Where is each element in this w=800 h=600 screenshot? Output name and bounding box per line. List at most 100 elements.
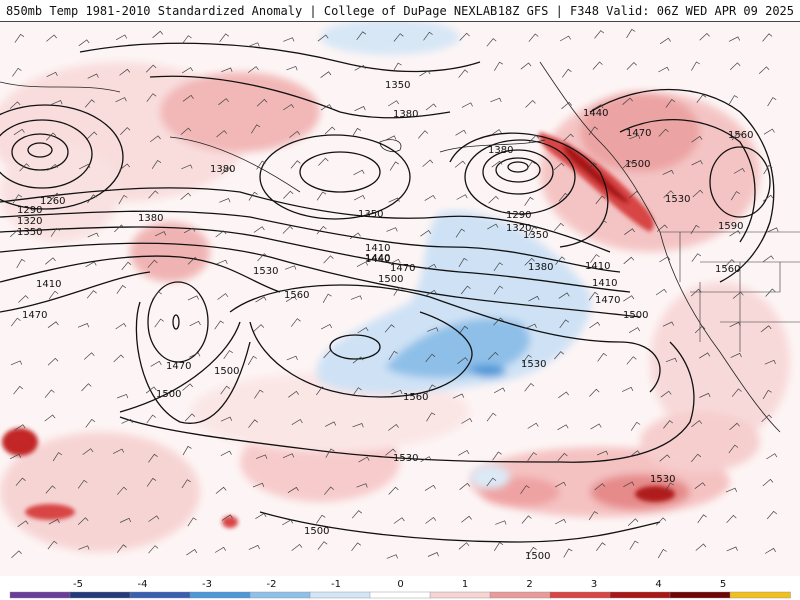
wind-barb bbox=[426, 412, 436, 422]
wind-barb bbox=[48, 518, 60, 525]
wind-barb bbox=[694, 325, 706, 334]
wind-barb bbox=[626, 356, 637, 365]
wind-barb bbox=[622, 386, 634, 392]
colorbar-swatch bbox=[69, 591, 131, 599]
wind-barb bbox=[622, 160, 634, 169]
wind-barb bbox=[662, 321, 675, 327]
wind-barb bbox=[87, 194, 97, 204]
contour-label: 1500 bbox=[378, 274, 403, 285]
wind-barb bbox=[527, 422, 539, 429]
wind-barb bbox=[14, 33, 25, 43]
wind-barb bbox=[729, 230, 741, 237]
wind-barb bbox=[85, 418, 96, 428]
wind-barb bbox=[563, 133, 574, 142]
wind-barb bbox=[388, 486, 399, 495]
wind-barb bbox=[9, 229, 21, 238]
colorbar-swatch bbox=[489, 591, 551, 599]
wind-barb bbox=[323, 350, 334, 359]
contour-label: 1500 bbox=[304, 526, 329, 537]
wind-barb bbox=[660, 390, 672, 398]
wind-barb bbox=[47, 164, 58, 171]
wind-barb bbox=[659, 256, 671, 263]
wind-barb bbox=[562, 68, 572, 78]
wind-barb bbox=[87, 232, 99, 238]
wind-barb bbox=[187, 256, 199, 265]
wind-barb bbox=[316, 386, 326, 396]
wind-barb bbox=[559, 35, 572, 42]
wind-barb bbox=[148, 545, 159, 554]
wind-barb bbox=[424, 195, 436, 201]
wind-barb bbox=[288, 390, 299, 398]
contour-label: 1590 bbox=[718, 221, 743, 232]
wind-barb bbox=[590, 254, 600, 263]
colorbar-swatch bbox=[9, 591, 71, 599]
wind-barb bbox=[318, 157, 329, 166]
wind-barb bbox=[555, 256, 566, 265]
wind-barb bbox=[9, 453, 22, 460]
contour-label: 1440 bbox=[365, 253, 390, 264]
contour-label: 1500 bbox=[525, 551, 550, 562]
wind-barb bbox=[247, 66, 259, 73]
wind-barb bbox=[659, 454, 671, 462]
wind-barb bbox=[520, 485, 530, 495]
wind-barb bbox=[324, 486, 335, 495]
wind-barb bbox=[486, 38, 497, 47]
wind-barb bbox=[255, 296, 267, 303]
wind-barb bbox=[44, 414, 56, 422]
wind-barb bbox=[455, 228, 465, 238]
wind-barb bbox=[357, 327, 369, 334]
wind-barb bbox=[658, 66, 670, 73]
wind-barb bbox=[145, 386, 157, 394]
wind-barb bbox=[252, 482, 265, 488]
wind-barb bbox=[458, 542, 470, 550]
contour-label: 1470 bbox=[626, 128, 651, 139]
wind-barb bbox=[526, 161, 536, 171]
wind-barb bbox=[187, 295, 199, 301]
wind-barb bbox=[13, 385, 24, 395]
colorbar-swatch bbox=[609, 591, 671, 599]
wind-barb bbox=[461, 418, 473, 424]
wind-barb bbox=[623, 256, 635, 265]
wind-barb bbox=[391, 389, 403, 395]
wind-barb bbox=[112, 448, 125, 454]
wind-barb bbox=[84, 99, 95, 108]
wind-barb bbox=[116, 486, 128, 495]
wind-barb bbox=[182, 383, 193, 391]
wind-barb bbox=[220, 416, 233, 422]
wind-barb bbox=[289, 130, 301, 138]
wind-barb bbox=[46, 132, 57, 141]
wind-barb bbox=[180, 127, 192, 135]
wind-barb bbox=[50, 192, 61, 201]
wind-barb bbox=[320, 71, 332, 78]
wind-barb bbox=[283, 37, 295, 42]
wind-barb bbox=[119, 68, 131, 76]
wind-barb bbox=[323, 255, 334, 264]
wind-barb bbox=[78, 39, 90, 47]
wind-barb bbox=[487, 223, 499, 230]
wind-barb bbox=[113, 354, 124, 363]
wind-barb bbox=[728, 444, 739, 454]
wind-barb bbox=[282, 519, 294, 526]
wind-barb bbox=[181, 479, 191, 489]
wind-barb bbox=[588, 291, 599, 301]
wind-barb bbox=[148, 190, 159, 199]
wind-barb bbox=[427, 327, 439, 332]
wind-barb bbox=[16, 258, 26, 269]
wind-barb bbox=[317, 34, 329, 42]
anomaly-shading bbox=[0, 22, 790, 552]
contour-label: 1560 bbox=[715, 264, 740, 275]
colorbar-swatch bbox=[549, 591, 611, 599]
wind-barb bbox=[248, 191, 258, 201]
contour-label: 1320 bbox=[17, 216, 42, 227]
wind-barb bbox=[553, 162, 565, 171]
wind-barb bbox=[354, 65, 366, 71]
wind-barb bbox=[559, 319, 570, 329]
wind-barb bbox=[287, 486, 299, 493]
colorbar-tick-label: -5 bbox=[73, 579, 83, 590]
wind-barb bbox=[725, 487, 738, 493]
wind-barb bbox=[767, 227, 779, 233]
wind-barb bbox=[729, 321, 741, 328]
wind-barb bbox=[45, 257, 56, 265]
wind-barb bbox=[655, 517, 667, 526]
